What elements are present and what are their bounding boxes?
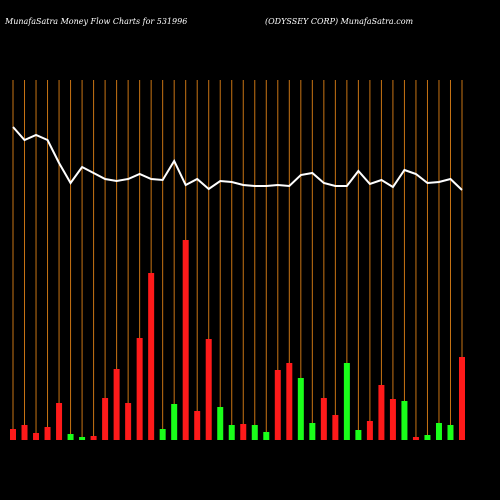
bar [251, 425, 258, 440]
line [12, 126, 463, 191]
bar [171, 404, 178, 440]
bar [136, 338, 143, 440]
bar [205, 339, 212, 440]
bar [332, 415, 339, 440]
bar [378, 385, 385, 440]
bar [44, 427, 51, 440]
bar [424, 435, 431, 440]
chart-title: MunafaSatra Money Flow Charts for 531996 [4, 17, 187, 26]
chart-subtitle: (ODYSSEY CORP) MunafaSatra.com [265, 17, 414, 26]
bar [309, 423, 316, 440]
bar [148, 273, 155, 440]
bar [401, 401, 408, 440]
bar [286, 363, 293, 440]
bar [56, 403, 63, 440]
bar [90, 436, 97, 440]
bar [355, 430, 362, 440]
bar [366, 421, 373, 440]
bar [297, 378, 304, 440]
bar [182, 240, 189, 440]
bar [33, 433, 40, 440]
bar [343, 363, 350, 440]
bar [389, 399, 396, 440]
bar [67, 434, 74, 440]
bar [21, 425, 28, 440]
bar [125, 403, 132, 440]
bar [10, 429, 16, 440]
bar [447, 425, 454, 440]
bar [113, 369, 120, 440]
bar [320, 398, 327, 440]
bar [102, 398, 109, 440]
bar [412, 437, 419, 440]
bar [79, 437, 86, 440]
bar [459, 357, 465, 440]
bar [274, 370, 281, 440]
bar [240, 424, 247, 440]
bar [217, 407, 224, 440]
bar [159, 429, 166, 440]
bar [435, 423, 442, 440]
bar [263, 432, 270, 440]
bar [228, 425, 235, 440]
bar [194, 411, 201, 440]
